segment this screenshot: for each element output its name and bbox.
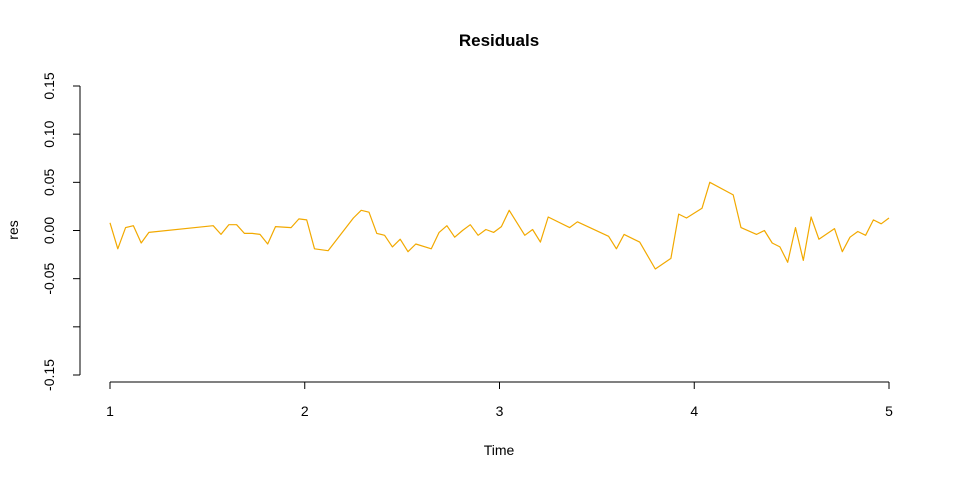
x-tick-label: 1 (106, 403, 114, 419)
y-tick-label: 0.00 (41, 217, 57, 244)
y-tick-label: 0.05 (41, 168, 57, 195)
x-tick-label: 5 (885, 403, 893, 419)
plot-area (109, 181, 890, 270)
y-tick-label: 0.15 (41, 72, 57, 99)
y-tick-label: -0.15 (41, 359, 57, 391)
y-axis-label: res (5, 220, 21, 239)
y-tick-label: -0.05 (41, 263, 57, 295)
x-axis-label: Time (484, 442, 515, 458)
y-tick-label: 0.10 (41, 120, 57, 147)
x-tick-label: 4 (690, 403, 698, 419)
x-tick-label: 2 (301, 403, 309, 419)
x-axis: 1 2 3 4 5 (106, 381, 893, 419)
residual-series-line (109, 181, 890, 270)
x-tick-label: 3 (496, 403, 504, 419)
chart-title: Residuals (459, 31, 539, 50)
y-axis: -0.15 -0.05 0.00 0.05 0.10 0.15 (41, 72, 81, 391)
